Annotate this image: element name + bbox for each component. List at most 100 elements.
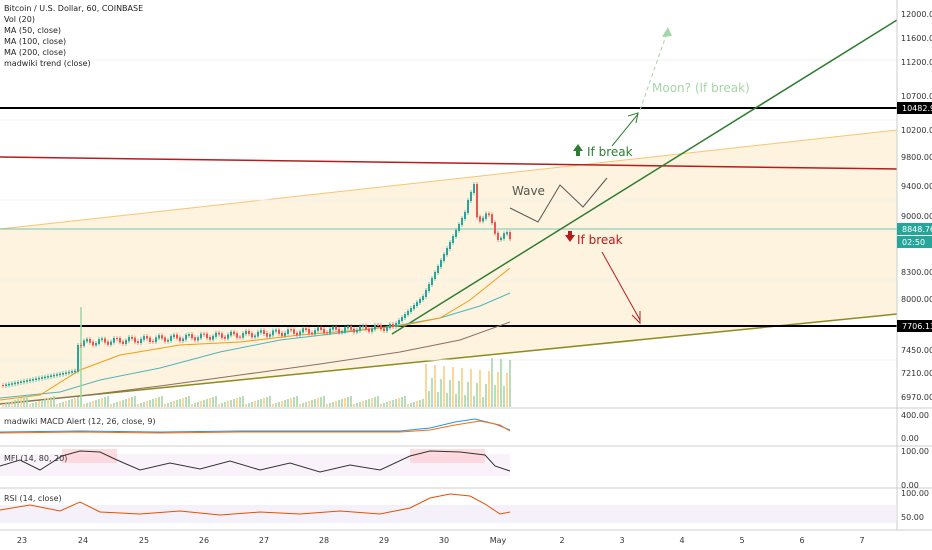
volume-bar [209, 398, 211, 407]
moon-label: Moon? (If break) [652, 81, 750, 95]
volume-bar [170, 402, 172, 407]
price-tick-label: 8300.00 [901, 268, 932, 277]
mfi-title[interactable]: MFI (14, 80, 20) [4, 454, 68, 463]
volume-bar [377, 396, 379, 407]
candle-body [242, 333, 244, 338]
candlestick-series[interactable] [2, 182, 511, 388]
candle-body [290, 329, 292, 331]
mfi-pane[interactable] [0, 449, 511, 476]
down-arrow-head [631, 311, 641, 325]
green-trend-line[interactable] [391, 19, 898, 335]
volume-bar [23, 397, 25, 407]
volume-bar [440, 379, 442, 407]
volume-bar [338, 400, 340, 407]
candle-body [296, 332, 298, 336]
volume-bar [470, 369, 472, 407]
candle-body [386, 327, 388, 331]
legend-title[interactable]: Bitcoin / U.S. Dollar, 60, COINBASE [4, 4, 144, 13]
price-axis[interactable]: 12000.00 11600.00 11200.00 10700.00 10200.00… [897, 10, 932, 402]
candle-body [53, 374, 55, 377]
candle-body [251, 333, 253, 338]
channel-top-line [0, 129, 898, 230]
up-break-label: If break [587, 145, 633, 159]
up-arrow-line [611, 113, 639, 147]
candle-body [503, 233, 505, 239]
volume-bar [308, 401, 310, 407]
red-resistance-line[interactable] [0, 156, 898, 170]
volume-bar [269, 396, 271, 407]
sub-axis-label: 50.00 [901, 513, 924, 522]
volume-bar [164, 404, 166, 407]
rsi-title[interactable]: RSI (14, close) [4, 494, 62, 503]
candle-body [371, 328, 373, 332]
volume-bar [2, 404, 4, 407]
candle-body [452, 236, 454, 243]
candle-body [461, 218, 463, 225]
volume-bar [20, 398, 22, 407]
rsi-band [0, 505, 897, 523]
legend-item[interactable]: Vol (20) [4, 15, 35, 24]
volume-bar [425, 364, 427, 407]
price-tag-label: 10482.93 [902, 104, 932, 113]
candle-body [500, 237, 502, 240]
candle-body [80, 345, 82, 346]
candle-body [47, 376, 49, 378]
candle-body [74, 370, 76, 373]
volume-bar [503, 386, 505, 407]
macd-pane[interactable] [0, 418, 511, 434]
macd-title[interactable]: madwiki MACD Alert (12, 26, close, 9) [4, 417, 156, 426]
volume-bar [485, 384, 487, 407]
legend-item[interactable]: MA (200, close) [4, 48, 67, 57]
candle-body [377, 324, 379, 327]
candle-body [398, 320, 400, 324]
volume-bar [146, 401, 148, 407]
candle-body [77, 345, 79, 372]
volume-bar [461, 368, 463, 407]
candle-body [14, 382, 16, 385]
volume-bar [230, 400, 232, 407]
rsi-line [0, 493, 511, 516]
volume-bar [458, 381, 460, 407]
volume-bars [2, 307, 511, 407]
volume-bar [350, 396, 352, 407]
volume-bar [275, 403, 277, 407]
volume-bar [299, 404, 301, 407]
candle-body [56, 374, 58, 376]
candle-body [101, 338, 103, 341]
chart-legend: Bitcoin / U.S. Dollar, 60, COINBASE Vol … [4, 3, 143, 69]
volume-bar [41, 400, 43, 407]
volume-bar [314, 399, 316, 407]
candle-body [71, 371, 73, 373]
candle-body [509, 232, 511, 240]
volume-bar [113, 403, 115, 407]
legend-item[interactable]: MA (50, close) [4, 26, 62, 35]
legend-item[interactable]: madwiki trend (close) [4, 59, 91, 68]
wave-label: Wave [512, 184, 545, 198]
candle-body [224, 336, 226, 339]
candle-body [314, 330, 316, 335]
down-break-label: If break [577, 233, 623, 247]
volume-bar [329, 403, 331, 407]
volume-bar [50, 397, 52, 407]
candle-body [218, 332, 220, 335]
volume-bar [233, 399, 235, 407]
candle-body [494, 222, 496, 234]
annotation-drawings[interactable] [509, 27, 672, 325]
legend-item[interactable]: MA (100, close) [4, 37, 67, 46]
candle-body [152, 340, 154, 343]
rsi-pane[interactable] [0, 493, 897, 523]
volume-bar [356, 403, 358, 407]
wave-path [509, 177, 608, 223]
price-pane[interactable]: Moon? (If break) If break Wave If break [0, 19, 898, 407]
candle-body [422, 296, 424, 300]
candle-body [227, 334, 229, 339]
volume-bar [77, 397, 79, 407]
volume-bar [224, 402, 226, 407]
candle-body [458, 224, 460, 231]
volume-bar [344, 398, 346, 407]
volume-bar [26, 396, 28, 407]
volume-bar [500, 359, 502, 407]
time-axis[interactable]: 23 24 25 26 27 28 29 30 May 2 3 4 5 6 7 [17, 536, 865, 545]
